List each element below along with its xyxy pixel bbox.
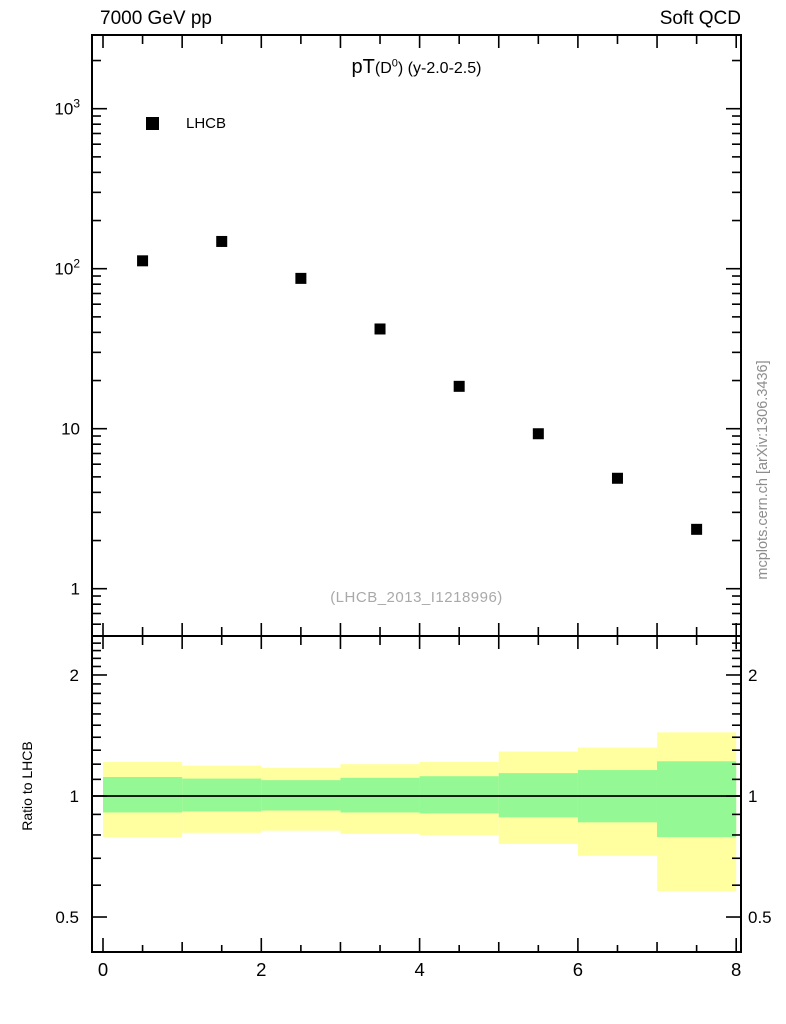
title-superscript: 0 (391, 57, 398, 70)
x-tick-label: 0 (98, 959, 108, 980)
y-tick-label: 102 (54, 257, 80, 279)
legend-label: LHCB (186, 115, 227, 132)
plot-title: pT(D0) (y-2.0-2.5) (92, 56, 741, 79)
x-tick-label: 6 (573, 959, 583, 980)
inner-uncertainty-band (657, 761, 737, 838)
data-point (691, 523, 703, 535)
data-point (611, 472, 623, 484)
title-rapidity-range: ) (y-2.0-2.5) (397, 60, 482, 77)
data-point (137, 255, 149, 267)
inner-uncertainty-band (103, 776, 183, 813)
x-tick-label: 2 (256, 959, 266, 980)
data-point (532, 428, 544, 440)
ratio-panel-frame (91, 635, 742, 953)
legend-marker-square (146, 117, 159, 130)
ratio-tick-label-left: 1 (70, 787, 79, 806)
beam-energy-label: 7000 GeV pp (100, 8, 212, 29)
ratio-tick-label-right: 0.5 (748, 908, 772, 927)
x-tick-label: 4 (414, 959, 424, 980)
ratio-tick-label-right: 1 (748, 787, 757, 806)
data-point (216, 235, 228, 247)
frames-group (91, 34, 742, 953)
data-point (453, 380, 465, 392)
ratio-bands-group (103, 732, 737, 892)
title-particle: (D (374, 60, 392, 77)
process-group-label: Soft QCD (659, 8, 741, 29)
mcplots-arxiv-side-label: mcplots.cern.ch [arXiv:1306.3436] (755, 360, 771, 580)
ticks-group (93, 36, 740, 951)
y-tick-label: 103 (54, 97, 80, 119)
inner-uncertainty-band (182, 778, 262, 812)
title-observable: pT (351, 56, 375, 78)
ratio-tick-label-left: 0.5 (55, 908, 79, 927)
y-tick-label: 1 (71, 580, 80, 599)
ratio-tick-label-left: 2 (70, 666, 79, 685)
inner-uncertainty-band (419, 776, 499, 814)
ratio-axis-label: Ratio to LHCB (19, 741, 35, 831)
x-tick-label: 8 (731, 959, 741, 980)
data-point (374, 323, 386, 335)
ratio-tick-label-right: 2 (748, 666, 757, 685)
analysis-id-watermark: (LHCB_2013_I1218996) (330, 589, 503, 606)
data-point (295, 272, 307, 284)
y-tick-label: 10 (61, 420, 80, 439)
data-points-group (137, 235, 703, 535)
